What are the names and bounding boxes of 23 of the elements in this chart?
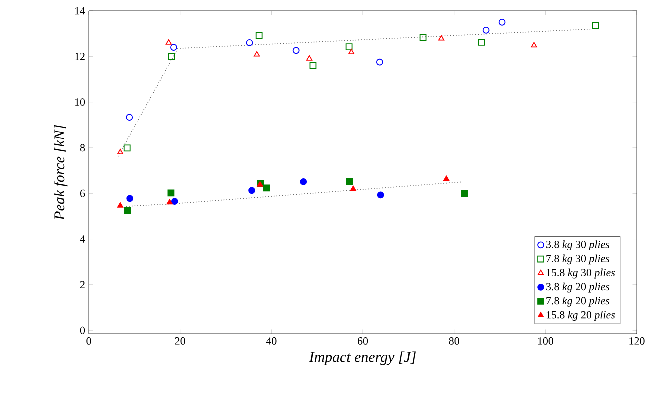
legend-label: 15.8 kg 30 plies bbox=[546, 268, 616, 279]
y-tick-label: 0 bbox=[80, 326, 86, 334]
y-tick-label: 14 bbox=[75, 7, 86, 15]
legend-label: 3.8 kg 30 plies bbox=[546, 240, 610, 251]
x-tick-label: 20 bbox=[175, 338, 186, 345]
y-tick-label: 10 bbox=[75, 98, 86, 106]
legend-label: 7.8 kg 30 plies bbox=[546, 254, 610, 265]
y-tick-label: 4 bbox=[80, 236, 86, 243]
x-tick-label: 100 bbox=[538, 338, 554, 345]
y-tick-label: 6 bbox=[80, 190, 86, 198]
x-axis-title: Impact energy [J] bbox=[309, 352, 416, 366]
legend-label: 7.8 kg 20 plies bbox=[546, 296, 610, 307]
x-tick-label: 60 bbox=[358, 338, 368, 345]
y-axis-title: Peak force [kN] bbox=[54, 125, 68, 220]
x-tick-label: 40 bbox=[266, 338, 277, 345]
y-tick-label: 12 bbox=[75, 53, 85, 60]
y-tick-label: 2 bbox=[80, 281, 85, 289]
x-tick-label: 120 bbox=[630, 338, 645, 345]
x-tick-label: 0 bbox=[86, 338, 92, 345]
x-tick-label: 80 bbox=[449, 338, 460, 345]
legend-label: 15.8 kg 20 plies bbox=[546, 311, 616, 321]
legend-label: 3.8 kg 20 plies bbox=[546, 282, 610, 293]
y-tick-label: 8 bbox=[80, 144, 86, 152]
